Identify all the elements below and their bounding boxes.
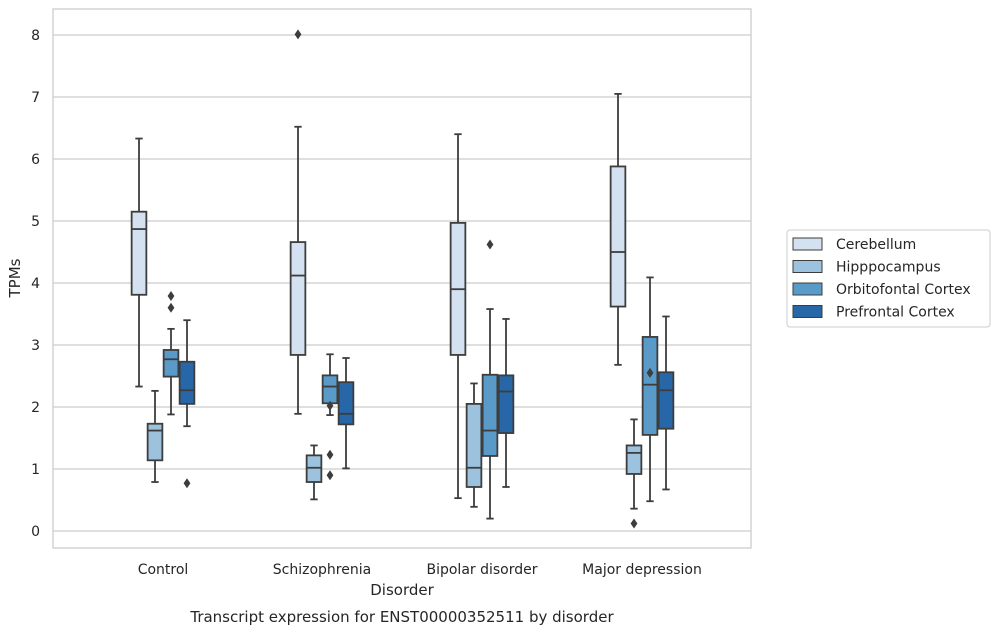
y-tick-label: 2 [31,400,40,416]
box-body [609,165,627,308]
flier-marker [167,291,175,302]
flier-marker [326,470,334,481]
legend-label: Hipppocampus [836,260,941,276]
box-body [321,374,339,405]
flier-marker [326,449,334,460]
box-hipppocampus [465,382,483,508]
flier-marker [167,302,175,313]
chart-caption: Transcript expression for ENST0000035251… [189,608,614,626]
box-hipppocampus [146,389,164,483]
box-body [497,374,515,434]
y-tick-label: 8 [31,28,40,44]
box-cerebellum [130,137,148,388]
legend-swatch [792,260,823,273]
box-orbitofontal-cortex [481,239,499,520]
x-tick-label: Schizophrenia [273,562,371,578]
box-orbitofontal-cortex [641,276,659,503]
y-tick-label: 7 [31,90,40,106]
box-cerebellum [449,133,467,500]
box-body [146,422,164,462]
flier-marker [646,367,654,378]
legend-label: Cerebellum [836,237,916,253]
y-tick-label: 1 [31,462,40,478]
box-body [641,336,659,436]
y-tick-label: 3 [31,338,40,354]
box-body [481,373,499,457]
y-tick-label: 4 [31,276,40,292]
legend: Cerebellum Hipppocampus Orbitofontal Corte… [786,229,991,328]
flier-marker [294,29,302,40]
y-tick-label: 6 [31,152,40,168]
box-prefrontal-cortex [178,319,196,489]
y-tick-label: 0 [31,524,40,540]
legend-label: Orbitofontal Cortex [836,282,971,298]
plot-frame [52,8,752,549]
box-body [178,360,196,405]
flier-marker [630,518,638,529]
box-body [162,349,180,378]
box-body [465,402,483,488]
legend-swatch [792,282,823,296]
flier-marker [183,478,191,489]
box-body [289,241,307,356]
y-tick-labels: 0 1 2 3 4 5 6 7 8 [31,28,40,540]
box-body [625,444,643,475]
box-prefrontal-cortex [657,315,675,491]
x-axis-label: Disorder [370,581,434,599]
box-hipppocampus [305,444,323,501]
y-tick-label: 5 [31,214,40,230]
legend-frame [786,229,991,328]
flier-marker [486,239,494,250]
y-axis-label: TPMs [6,258,24,298]
box-orbitofontal-cortex [162,291,180,416]
x-tick-label: Bipolar disorder [426,562,537,578]
legend-label: Prefrontal Cortex [836,305,955,321]
box-prefrontal-cortex [337,357,355,470]
box-cerebellum [609,93,627,366]
box-body [130,210,148,296]
box-body [657,371,675,430]
legend-swatch [792,237,823,251]
legend-swatch [792,305,823,318]
box-body [337,381,355,426]
flier-marker [326,400,334,411]
x-tick-label: Major depression [582,562,702,578]
box-body [305,454,323,483]
box-orbitofontal-cortex [321,353,339,481]
y-gridlines [53,34,751,532]
box-prefrontal-cortex [497,318,515,488]
box-groups [130,29,675,529]
box-cerebellum [289,29,307,415]
x-tick-labels: Control Schizophrenia Bipolar disorder Majo… [138,562,702,578]
x-tick-label: Control [138,562,189,578]
box-hipppocampus [625,418,643,529]
